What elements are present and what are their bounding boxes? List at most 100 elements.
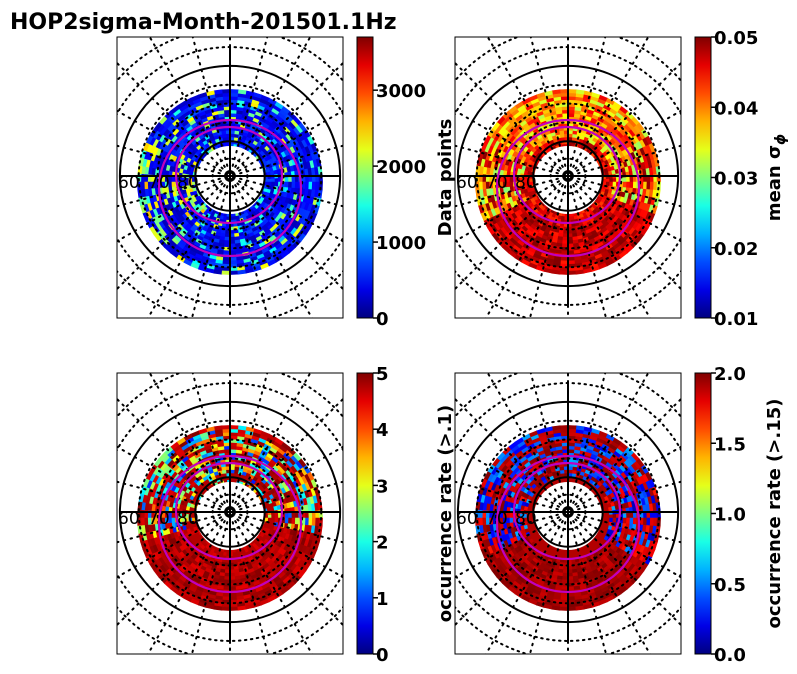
heat-cell [622,517,627,524]
heat-cell [229,89,239,94]
heat-cell [271,513,276,519]
lat-label: 80 [177,173,199,193]
heat-cell [284,181,289,188]
heat-cell [284,176,289,183]
heat-cell [609,513,614,519]
heat-cell [575,269,585,275]
dotted-meridian [231,61,343,175]
dotted-meridian [229,37,269,174]
heat-cell [609,177,614,183]
colorbar-tick-label: 0.01 [714,309,758,330]
heat-cell [609,181,614,187]
heat-cell [221,425,231,430]
heat-cell [271,177,276,183]
heat-cell [229,270,239,275]
colorbar-tick-label: 0 [376,309,389,330]
heat-cell [509,181,514,188]
heat-cell [294,517,300,525]
heat-cell [609,517,614,523]
heat-cell [622,176,627,183]
heat-cell [284,517,289,524]
dotted-meridian [230,37,312,174]
heat-cell [291,175,296,183]
colorbar-tick-label: 0 [376,645,389,666]
heat-cell [612,181,617,187]
grid [117,37,343,318]
heat-cell [612,517,617,523]
heat-cell [213,605,223,611]
lat-label: 70 [148,509,170,529]
colorbar-tick-label: 0.03 [714,169,758,190]
heat-cell [509,176,514,183]
dotted-meridian [232,109,343,176]
colorbar-tick-label: 1 [376,589,389,610]
heat-cell [622,181,627,188]
heat-cell [221,89,231,94]
heat-cell [213,89,223,95]
heat-cell [267,517,273,522]
heat-cell [221,270,231,275]
heat-cell [605,517,611,522]
heat-cell [274,181,279,187]
heat-cell [229,606,239,611]
heat-cell [626,512,631,519]
heat-cell [509,517,514,524]
colorbar-tick-label: 4 [376,420,389,441]
lat-label: 60 [118,173,140,193]
dotted-meridian [117,175,228,208]
dotted-meridian [229,178,270,318]
heat-cell [264,181,269,186]
heat-cell [294,181,300,189]
dotted-meridian [230,178,314,318]
heat-cell [622,512,627,519]
heat-cell [605,181,611,186]
heat-cell [171,176,176,183]
colorbar-tick-label: 3000 [376,81,426,102]
dotted-meridian [232,175,343,208]
heat-cell [626,176,631,183]
colorbar-tick-label: 5 [376,364,389,385]
heat-cell [632,181,638,189]
lat-label: 80 [515,173,537,193]
heat-cell [271,181,276,187]
heat-cell [288,176,293,183]
heat-cell [237,89,247,95]
dotted-meridian [191,37,231,174]
colorbar-tick-label: 2000 [376,157,426,178]
heat-cell [626,181,631,188]
colorbar-label: mean σϕ [764,134,789,221]
heat-cell [288,517,293,524]
heat-cell [575,89,585,95]
heat-cell [288,512,293,519]
grid [117,373,343,654]
heat-cell [629,175,634,183]
oval-equatorward [157,118,303,258]
dotted-meridian [148,37,230,174]
colorbar-tick-label: 3 [376,476,389,497]
heat-cell [612,513,617,519]
heat-cell [284,512,289,519]
heat-cell [559,270,569,275]
colorbar-tick-label: 0.05 [714,28,758,49]
dotted-meridian [146,178,230,318]
dotted-meridian [117,144,228,177]
figure-title: HOP2sigma-Month-201501.1Hz [10,10,397,35]
heat-cell [567,270,577,275]
heat-cell [237,269,247,275]
colorbar-tick-label: 2 [376,533,389,554]
colorbar-tick-label: 1000 [376,233,426,254]
heat-cell [171,512,176,519]
heat-cell [274,513,279,519]
dotted-meridian [190,178,231,318]
heat-cell [629,181,634,189]
heat-cell [237,425,247,431]
dotted-meridian [232,176,343,243]
heat-cell [629,511,634,519]
heat-cell [602,181,607,186]
dotted-meridian [117,61,229,175]
colorbar-tick-label: 0.04 [714,98,758,119]
colorbar-gradient [356,372,374,655]
